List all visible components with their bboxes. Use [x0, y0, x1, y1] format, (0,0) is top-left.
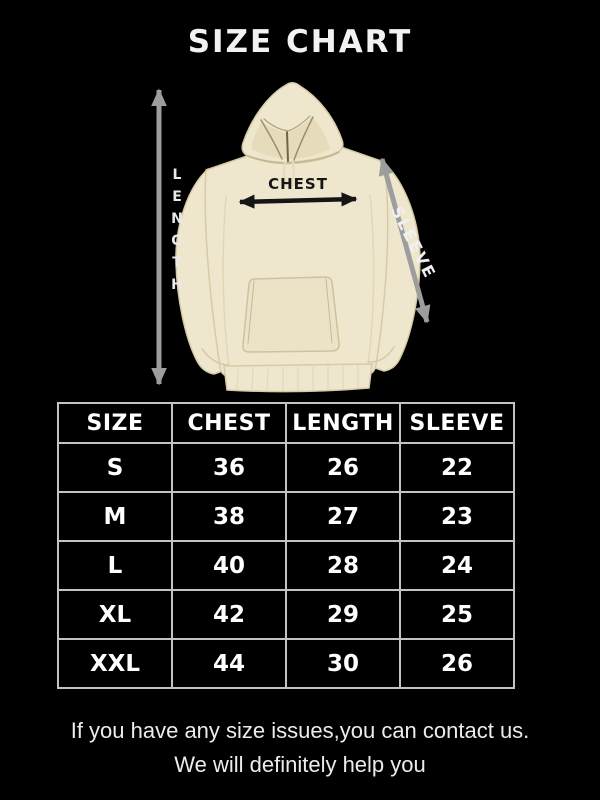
page-title: SIZE CHART: [187, 24, 413, 60]
table-header-row: SIZE CHEST LENGTH SLEEVE: [57, 402, 515, 444]
table-cell: M: [57, 491, 173, 542]
col-header-chest: CHEST: [171, 402, 287, 444]
table-row: S 36 26 22: [57, 442, 515, 493]
footer-line2: We will definitely help you: [174, 752, 426, 777]
col-header-length: LENGTH: [285, 402, 401, 444]
table-cell: 36: [171, 442, 287, 493]
table-cell: 23: [399, 491, 515, 542]
table-cell: 38: [171, 491, 287, 542]
table-cell: 25: [399, 589, 515, 640]
footer-note: If you have any size issues,you can cont…: [0, 714, 600, 782]
table-cell: XL: [57, 589, 173, 640]
table-cell: 40: [171, 540, 287, 591]
col-header-sleeve: SLEEVE: [399, 402, 515, 444]
table-row: M 38 27 23: [57, 491, 515, 542]
table-row: L 40 28 24: [57, 540, 515, 591]
length-arrow: [151, 88, 167, 386]
table-cell: 44: [171, 638, 287, 689]
table-row: XL 42 29 25: [57, 589, 515, 640]
size-table: SIZE CHEST LENGTH SLEEVE S 36 26 22 M 38…: [57, 402, 515, 689]
length-measure-label: LENGTH: [169, 167, 185, 299]
chest-measure-label: CHEST: [268, 175, 328, 193]
table-cell: 28: [285, 540, 401, 591]
table-cell: 27: [285, 491, 401, 542]
chest-arrow: [238, 192, 358, 209]
table-cell: 30: [285, 638, 401, 689]
table-cell: L: [57, 540, 173, 591]
table-cell: S: [57, 442, 173, 493]
table-cell: 22: [399, 442, 515, 493]
footer-line1: If you have any size issues,you can cont…: [70, 718, 530, 743]
table-cell: XXL: [57, 638, 173, 689]
table-cell: 26: [285, 442, 401, 493]
table-row: XXL 44 30 26: [57, 638, 515, 689]
table-cell: 24: [399, 540, 515, 591]
table-cell: 26: [399, 638, 515, 689]
col-header-size: SIZE: [57, 402, 173, 444]
table-cell: 29: [285, 589, 401, 640]
sleeve-arrow: [378, 157, 431, 324]
table-cell: 42: [171, 589, 287, 640]
